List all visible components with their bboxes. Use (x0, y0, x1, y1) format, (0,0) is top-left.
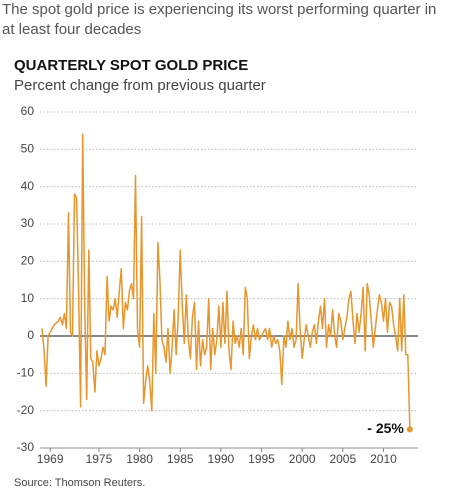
header-box: The spot gold price is experiencing its … (2, 1, 437, 38)
source: Source: Thomson Reuters. (14, 477, 145, 489)
y-tick-label: -10 (17, 366, 35, 380)
chart-subtitle: Percent change from previous quarter (14, 77, 266, 94)
x-tick-label: 2005 (329, 452, 356, 466)
header: The spot gold price is experiencing its … (2, 1, 437, 38)
x-tick-label: 2010 (370, 452, 397, 466)
x-tick-label: 1990 (208, 452, 235, 466)
y-tick-label: -30 (17, 440, 35, 454)
y-tick-label: -20 (17, 403, 35, 417)
y-tick-label: 40 (21, 179, 35, 193)
y-tick-label: 30 (21, 216, 35, 230)
chart-title: QUARTERLY SPOT GOLD PRICE (14, 57, 248, 74)
line (41, 133, 411, 430)
x-tick-label: 1975 (86, 452, 113, 466)
x-tick-label: 1995 (248, 452, 275, 466)
y-tick-label: 50 (21, 142, 35, 156)
y-tick-label: 10 (21, 291, 35, 305)
x-tick-label: 1969 (37, 452, 64, 466)
last-point (406, 426, 413, 433)
y-tick-label: 60 (21, 104, 35, 118)
y-tick-label: 20 (21, 254, 35, 268)
annotation: - 25% (367, 420, 404, 436)
x-tick-label: 1980 (126, 452, 153, 466)
x-tick-label: 1985 (167, 452, 194, 466)
y-tick-label: 0 (27, 328, 34, 342)
x-tick-label: 2000 (289, 452, 316, 466)
